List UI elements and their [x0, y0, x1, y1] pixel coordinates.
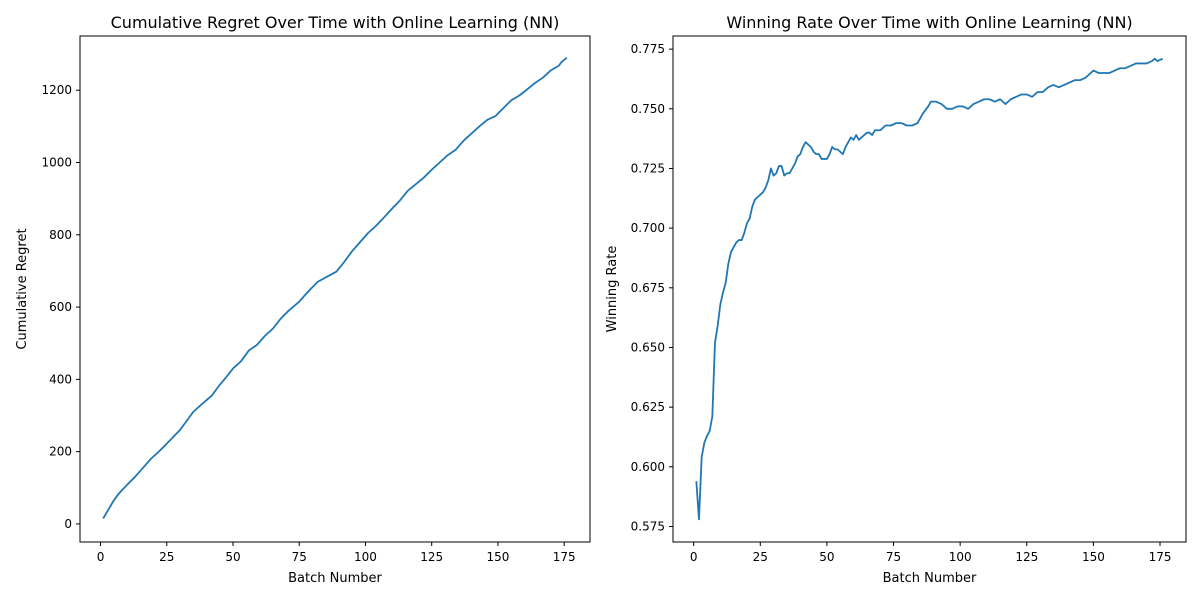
regret-x-tick-label: 0	[97, 550, 105, 564]
winning-rate-x-tick-label: 0	[690, 550, 698, 564]
winning-rate-y-tick-label: 0.725	[631, 161, 665, 175]
regret-x-tick-label: 125	[420, 550, 443, 564]
regret-y-tick-label: 600	[49, 300, 72, 314]
regret-x-tick-label: 50	[225, 550, 240, 564]
winning-rate-x-tick-label: 25	[753, 550, 768, 564]
winning-rate-x-tick-label: 50	[819, 550, 834, 564]
winning-rate-chart-title: Winning Rate Over Time with Online Learn…	[726, 13, 1132, 32]
regret-y-tick-label: 0	[64, 517, 72, 531]
winning-rate-y-tick-label: 0.600	[631, 460, 665, 474]
winning-rate-y-tick-label: 0.575	[631, 519, 665, 533]
regret-y-tick-label: 400	[49, 372, 72, 386]
regret-chart: 0 25 50 75 100 125 150 175 0 200 400 600 800 1000 1200…	[15, 13, 591, 586]
regret-x-tick-label: 25	[159, 550, 174, 564]
winning-rate-y-tick-label: 0.675	[631, 281, 665, 295]
winning-rate-y-tick-label: 0.625	[631, 400, 665, 414]
winning-rate-x-tick-label: 175	[1149, 550, 1172, 564]
winning-rate-y-tick-label: 0.775	[631, 42, 665, 56]
winning-rate-y-axis-label: Winning Rate	[605, 246, 620, 333]
winning-rate-y-tick-label: 0.700	[631, 221, 665, 235]
winning-rate-x-axis-label: Batch Number	[883, 571, 977, 586]
regret-x-tick-label: 175	[553, 550, 576, 564]
regret-x-tick-label: 150	[486, 550, 509, 564]
winning-rate-x-tick-label: 100	[949, 550, 972, 564]
winning-rate-y-tick-label: 0.750	[631, 102, 665, 116]
regret-y-axis-label: Cumulative Regret	[15, 228, 30, 349]
winning-rate-y-tick-label: 0.650	[631, 340, 665, 354]
regret-plot-frame	[79, 35, 591, 543]
winning-rate-series-line-0	[695, 57, 1164, 521]
winning-rate-plot-frame	[672, 35, 1187, 543]
winning-rate-x-tick-label: 150	[1082, 550, 1105, 564]
regret-x-tick-label: 75	[292, 550, 307, 564]
regret-y-tick-label: 1200	[41, 83, 72, 97]
winning-rate-x-tick-label: 75	[886, 550, 901, 564]
winning-rate-chart: 0 25 50 75 100 125 150 175 0.575 0.600 0.625 0.650 0…	[605, 13, 1187, 586]
regret-x-axis-label: Batch Number	[288, 571, 382, 586]
regret-y-tick-label: 800	[49, 228, 72, 242]
regret-chart-title: Cumulative Regret Over Time with Online …	[111, 13, 560, 32]
regret-series-line-0	[102, 56, 568, 519]
regret-x-tick-label: 100	[354, 550, 377, 564]
regret-y-tick-label: 1000	[41, 156, 72, 170]
winning-rate-x-tick-label: 125	[1015, 550, 1038, 564]
regret-y-tick-label: 200	[49, 445, 72, 459]
